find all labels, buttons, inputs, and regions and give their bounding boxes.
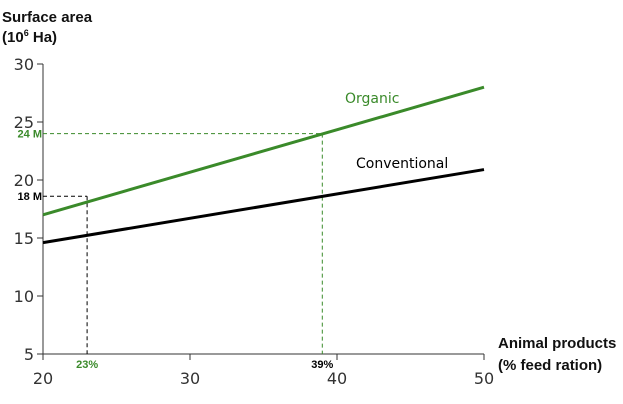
x-axis-title-line1: Animal products	[498, 335, 616, 352]
x-tick-label: 50	[474, 369, 494, 388]
y-tick-label: 20	[14, 171, 34, 190]
marker-y-label: 24 M	[18, 129, 42, 141]
y-tick-label: 30	[14, 55, 34, 74]
marker-x-label: 23%	[76, 359, 98, 371]
x-tick-label: 20	[33, 369, 53, 388]
y-tick-label: 5	[24, 345, 34, 364]
y-axis-title-sup: 6	[24, 28, 29, 38]
x-axis-title-line2: (% feed ration)	[498, 357, 602, 374]
series-label-organic: Organic	[345, 91, 399, 107]
x-tick-label: 40	[327, 369, 347, 388]
y-tick-label: 10	[14, 287, 34, 306]
guide-lines: 18 M 23% 24 M 39%	[18, 129, 334, 371]
y-axis-title-base: (10	[2, 29, 24, 46]
labels: Surface area (106 Ha) Animal products (%…	[2, 9, 616, 374]
y-axis-title-rest: Ha)	[29, 29, 57, 46]
marker-y-label: 18 M	[18, 191, 42, 203]
series-label-conventional: Conventional	[356, 156, 448, 172]
marker-x-label: 39%	[311, 359, 333, 371]
series-line-conventional	[42, 168, 485, 245]
y-axis-title-line2: (106 Ha)	[2, 28, 57, 46]
axes: 5 10 15 20 25 30 20 30 40 50	[14, 55, 495, 388]
y-tick-label: 15	[14, 229, 34, 248]
series-line-organic	[42, 85, 485, 217]
y-tick-label: 25	[14, 113, 34, 132]
x-tick-label: 30	[180, 369, 200, 388]
series-lines: Organic Conventional	[42, 85, 485, 245]
y-axis-title-line1: Surface area	[2, 9, 93, 26]
